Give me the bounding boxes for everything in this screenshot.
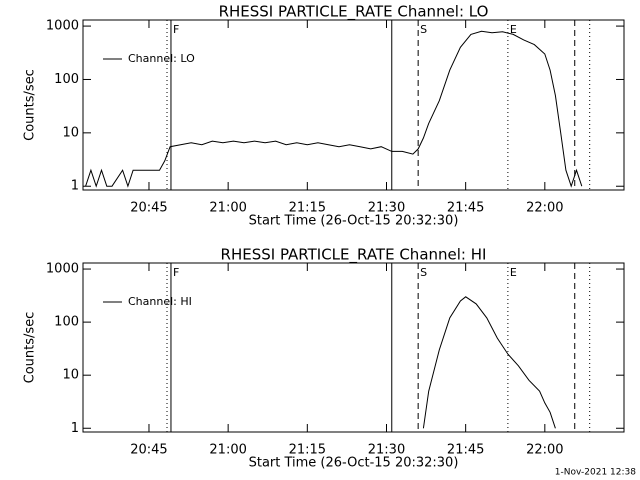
chart-title: RHESSI PARTICLE_RATE Channel: HI (221, 246, 487, 265)
x-tick-label: 22:00 (526, 443, 563, 458)
x-tick-label: 21:30 (368, 201, 405, 216)
marker-label: E (510, 23, 517, 36)
legend-label: Channel: LO (128, 52, 195, 65)
y-tick-label: 10 (62, 368, 79, 383)
marker-label: F (173, 266, 179, 279)
y-axis-label: Counts/sec (23, 69, 38, 141)
x-tick-label: 21:00 (209, 201, 246, 216)
x-tick-label: 22:00 (526, 201, 563, 216)
y-tick-label: 100 (54, 315, 79, 330)
marker-label: E (510, 266, 517, 279)
data-line (422, 296, 556, 429)
y-tick-label: 1 (71, 179, 79, 194)
y-tick-label: 10 (62, 125, 79, 140)
chart-title: RHESSI PARTICLE_RATE Channel: LO (219, 3, 489, 22)
x-tick-label: 20:45 (130, 201, 167, 216)
x-tick-label: 20:45 (130, 443, 167, 458)
timestamp: 1-Nov-2021 12:38 (555, 468, 637, 478)
y-axis-label: Counts/sec (23, 312, 38, 384)
x-tick-label: 21:00 (209, 443, 246, 458)
y-tick-label: 1 (71, 421, 79, 436)
x-tick-label: 21:15 (289, 201, 326, 216)
marker-label: F (173, 23, 179, 36)
y-tick-label: 1000 (46, 19, 79, 34)
marker-label: S (420, 266, 427, 279)
x-tick-label: 21:30 (368, 443, 405, 458)
x-tick-label: 21:15 (289, 443, 326, 458)
plot-frame (82, 19, 625, 191)
y-tick-label: 100 (54, 72, 79, 87)
plot-frame (82, 262, 625, 433)
marker-label: S (420, 23, 427, 36)
legend-label: Channel: HI (128, 295, 192, 308)
y-tick-label: 1000 (46, 262, 79, 277)
x-axis-label: Start Time (26-Oct-15 20:32:30) (249, 214, 459, 229)
x-axis-label: Start Time (26-Oct-15 20:32:30) (249, 456, 459, 471)
x-tick-label: 21:45 (447, 443, 484, 458)
x-tick-label: 21:45 (447, 201, 484, 216)
data-line (85, 30, 583, 188)
